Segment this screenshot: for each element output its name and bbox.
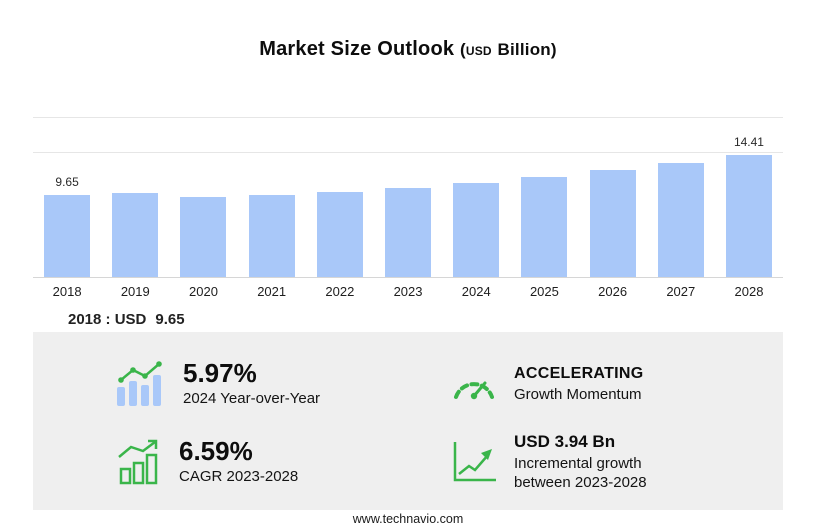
bar bbox=[385, 188, 432, 277]
bar bbox=[521, 176, 568, 277]
bar-value-label: 9.65 bbox=[55, 175, 79, 189]
momentum-value: ACCELERATING bbox=[514, 364, 644, 382]
base-year-callout: 2018 : USD 9.65 bbox=[68, 311, 185, 328]
bar bbox=[725, 154, 772, 277]
yoy-bars-trend-icon bbox=[115, 360, 167, 408]
callout-year: 2018 bbox=[68, 311, 102, 328]
bar bbox=[180, 197, 227, 277]
bar-series: 9.65 14.41 bbox=[33, 110, 783, 277]
stat-momentum: ACCELERATING Growth Momentum bbox=[450, 348, 773, 420]
title-currency: USD bbox=[465, 44, 492, 58]
bar-2026 bbox=[579, 110, 647, 277]
bar-2023 bbox=[374, 110, 442, 277]
yoy-label: 2024 Year-over-Year bbox=[183, 390, 321, 408]
bar-2022 bbox=[306, 110, 374, 277]
bar-2020 bbox=[169, 110, 237, 277]
title-unit: Billion bbox=[497, 40, 551, 59]
bar-2019 bbox=[101, 110, 169, 277]
stat-yoy: 5.97% 2024 Year-over-Year bbox=[115, 348, 450, 420]
bar bbox=[112, 192, 159, 277]
bar bbox=[453, 182, 500, 277]
callout-value: 9.65 bbox=[155, 311, 185, 328]
incremental-value: USD 3.94 Bn bbox=[514, 431, 616, 451]
x-tick-label: 2026 bbox=[598, 284, 628, 299]
callout-separator: : bbox=[105, 311, 111, 328]
x-tick-label: 2027 bbox=[666, 284, 696, 299]
title-close-paren: ) bbox=[550, 40, 557, 59]
stats-panel: 5.97% 2024 Year-over-Year ACCELERATING G… bbox=[33, 332, 783, 510]
page-title: Market Size Outlook (USD Billion) bbox=[0, 38, 816, 61]
bar bbox=[316, 192, 363, 277]
gridline bbox=[33, 117, 783, 118]
stat-cagr: 6.59% CAGR 2023-2028 bbox=[115, 426, 450, 498]
incremental-line-chart-icon bbox=[450, 439, 498, 485]
bar-value-label: 14.41 bbox=[733, 134, 764, 149]
bar bbox=[248, 195, 295, 277]
bar-2024 bbox=[442, 110, 510, 277]
yoy-value: 5.97% bbox=[183, 357, 257, 388]
title-open-paren: ( bbox=[459, 40, 466, 59]
stat-incremental: USD 3.94 Bn Incremental growth between 2… bbox=[450, 426, 773, 498]
cagr-value: 6.59% bbox=[179, 435, 253, 466]
x-tick-label: 2020 bbox=[189, 284, 218, 299]
x-tick-label: 2023 bbox=[393, 284, 423, 299]
x-tick-label: 2025 bbox=[529, 284, 559, 299]
bar-2028: 14.41 bbox=[715, 110, 783, 277]
bar-chart: 9.65 14.41 bbox=[33, 110, 783, 278]
bar bbox=[589, 170, 636, 277]
x-tick-label: 2019 bbox=[120, 284, 150, 299]
bar bbox=[44, 195, 91, 277]
cagr-label: CAGR 2023-2028 bbox=[179, 468, 299, 486]
bar-2025 bbox=[510, 110, 578, 277]
x-axis-line bbox=[33, 277, 783, 278]
callout-currency: USD bbox=[114, 311, 147, 328]
bar-2027 bbox=[647, 110, 715, 277]
x-tick-label: 2021 bbox=[257, 284, 287, 299]
speedometer-icon bbox=[450, 366, 498, 402]
incremental-label: Incremental growth between 2023-2028 bbox=[514, 454, 647, 491]
bar-2018: 9.65 bbox=[33, 110, 101, 277]
gridline bbox=[33, 152, 783, 153]
bar bbox=[657, 162, 704, 277]
cagr-bar-chart-icon bbox=[115, 439, 163, 485]
x-tick-label: 2022 bbox=[325, 284, 355, 299]
x-axis-labels: 2018 2019 2020 2021 2022 2023 2024 2025 2026 2027… bbox=[33, 284, 783, 299]
momentum-label: Growth Momentum bbox=[514, 385, 642, 403]
x-tick-label: 2024 bbox=[461, 284, 491, 299]
x-tick-label: 2028 bbox=[734, 284, 764, 299]
footer-url: www.technavio.com bbox=[352, 512, 464, 526]
x-tick-label: 2018 bbox=[52, 284, 82, 299]
bar-2021 bbox=[238, 110, 306, 277]
title-main: Market Size Outlook bbox=[259, 38, 455, 60]
